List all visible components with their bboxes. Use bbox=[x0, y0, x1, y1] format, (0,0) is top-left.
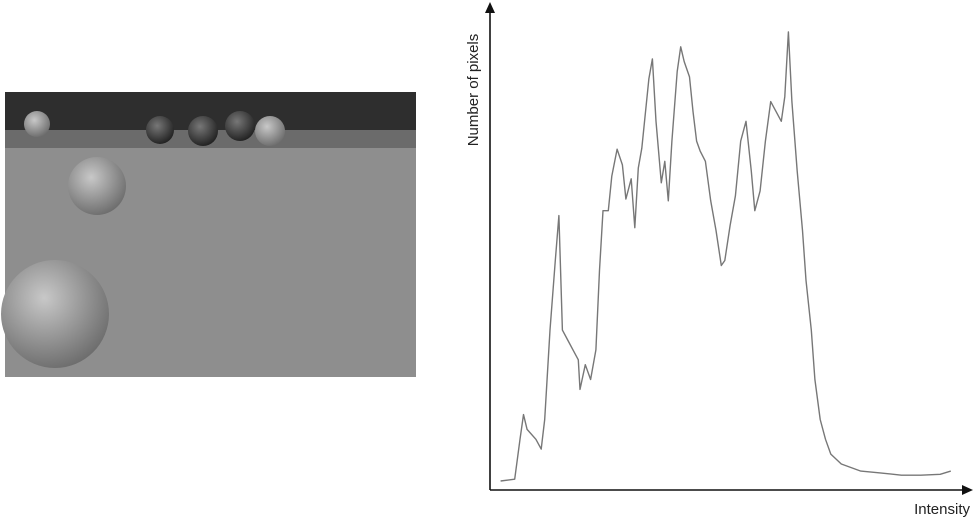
histogram-line bbox=[501, 32, 951, 481]
photo bbox=[1, 92, 416, 377]
figure: Number of pixels Intensity bbox=[0, 0, 976, 525]
x-axis-label: Intensity bbox=[914, 501, 970, 518]
y-axis-label: Number of pixels bbox=[465, 34, 482, 147]
axes bbox=[485, 2, 973, 495]
